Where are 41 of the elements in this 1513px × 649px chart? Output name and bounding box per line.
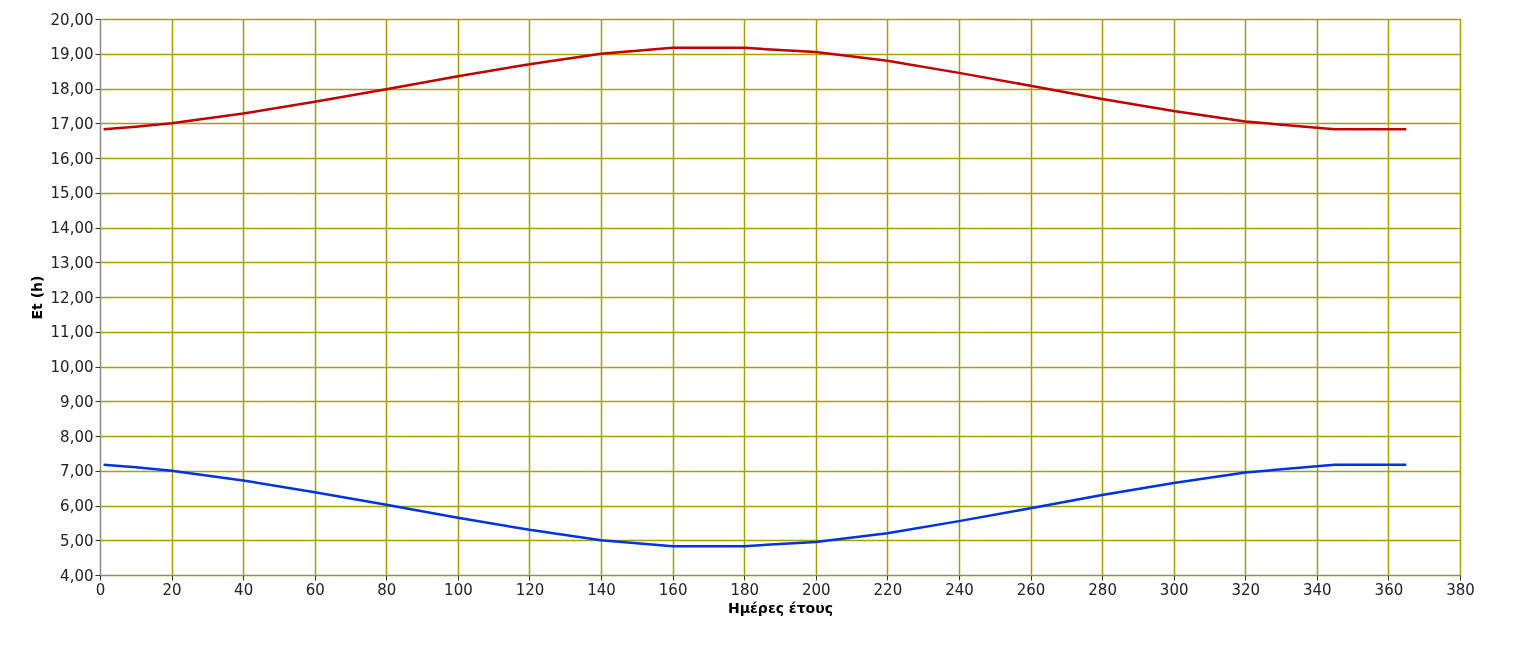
x-tick-label: 160 [658,580,688,599]
y-tick-label: 18,00 [50,80,94,98]
x-tick-label: 20 [162,580,182,599]
x-tick-label: 360 [1374,580,1404,599]
y-tick-label: 16,00 [50,149,94,168]
y-tick-label: 20,00 [50,10,94,29]
line-series [102,46,1408,131]
y-tick-label: 13,00 [50,253,94,272]
x-tick-label: 180 [730,580,760,599]
x-tick-label: 200 [801,580,831,599]
y-axis-title: Et (h) [28,275,45,320]
x-tick-label: 140 [587,580,616,599]
y-tick-label: 14,00 [50,219,94,237]
y-tick-label: 6,00 [60,497,94,515]
y-tick-label: 11,00 [50,323,94,342]
y-tick-label: 15,00 [50,184,94,203]
y-tick-label: 8,00 [60,427,94,446]
x-tick-label: 40 [234,580,254,599]
y-tick-label: 9,00 [60,392,94,411]
y-tick-label: 4,00 [60,566,94,585]
x-tick-label: 380 [1446,580,1475,599]
x-tick-label: 280 [1088,580,1117,599]
x-tick-label: 240 [945,580,974,599]
y-tick-label: 19,00 [50,45,94,64]
y-tick-label: 12,00 [50,288,94,307]
x-tick-label: 340 [1303,580,1332,599]
y-tick-label: 7,00 [60,462,94,481]
x-tick-label: 0 [95,580,106,599]
x-tick-label: 220 [873,580,903,599]
x-tick-label: 120 [515,580,545,599]
x-tick-label: 260 [1016,580,1046,599]
y-tick-label: 5,00 [60,531,94,550]
x-tick-label: 80 [377,580,397,599]
x-axis-title: Ημέρες έτους [728,599,833,616]
line-series [102,463,1408,548]
x-tick-label: 320 [1231,580,1261,599]
x-tick-label: 60 [305,580,325,599]
y-tick-label: 17,00 [50,114,94,133]
x-tick-label: 300 [1159,580,1189,599]
x-tick-label: 100 [444,580,473,599]
y-tick-label: 10,00 [50,358,94,376]
